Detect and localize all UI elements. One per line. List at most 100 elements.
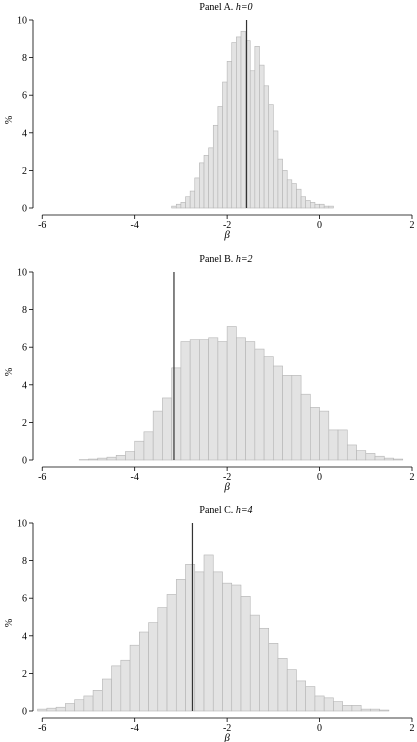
histogram-bar [263,356,274,461]
y-axis-label: % [4,116,15,124]
bars [37,554,390,712]
histogram-bar [305,200,311,209]
histogram-bar [162,397,172,461]
histogram-bar [259,64,265,209]
y-tick-label: 8 [22,53,27,64]
histogram-bar [319,203,325,209]
panel-title: Panel A. h=0 [199,2,252,13]
histogram-bar [379,709,390,712]
y-axis: 0 2 4 6 8 10 [17,16,34,215]
histogram-bar [194,177,200,209]
x-tick-label: 2 [410,723,415,734]
x-tick-label: -2 [223,723,231,734]
histogram-bar [296,188,302,209]
x-axis-label: β [223,732,230,742]
histogram-bar [328,429,339,461]
histogram-bar [37,708,48,712]
histogram-bar [212,124,219,209]
histogram-bar [199,162,205,209]
histogram-bar [171,367,182,461]
histogram-bar [323,697,334,712]
x-axis: -6 -4 -2 0 2 [38,466,415,483]
histogram-bar [152,410,163,461]
histogram-bar [83,695,94,712]
y-tick-label: 10 [17,268,27,279]
x-tick-label: -6 [38,723,46,734]
histogram-bar [273,365,283,461]
histogram-bar [120,659,131,712]
panel-c: Panel C. h=4 0 2 4 6 8 10 -6 -4 -2 0 2 % β [4,505,415,742]
histogram-bar [175,203,182,209]
histogram-bar [356,450,367,461]
histogram-bar [282,375,293,461]
panel-title-prefix: Panel B. [199,254,235,265]
histogram-bar [393,458,404,461]
histogram-bar [106,456,117,461]
histogram-bar [291,183,297,209]
y-tick-label: 0 [22,204,27,215]
histogram-bar [226,326,237,461]
histogram-bar [111,665,122,712]
y-tick-label: 4 [22,380,27,391]
histogram-bar [231,42,237,209]
x-axis: -6 -4 -2 0 2 [38,717,415,734]
histogram-bar [139,631,149,712]
bars [171,30,334,209]
histogram-bar [273,130,279,209]
histogram-bar [245,341,256,461]
histogram-bar [254,46,260,209]
histogram-bar [226,61,233,209]
y-tick-label: 2 [22,166,27,177]
histogram-bar [185,564,196,712]
histogram-bar [268,643,279,712]
x-tick-label: -4 [131,723,139,734]
histogram-bar [310,407,320,461]
panel-title-italic: h=0 [236,2,253,13]
histogram-bar [92,690,103,712]
histogram-bar [249,614,260,712]
y-tick-label: 10 [17,16,27,27]
y-axis-label: % [4,619,15,627]
panel-b: Panel B. h=2 0 2 4 6 8 10 -6 -4 -2 0 2 % β [4,254,415,493]
histogram-bar [180,341,191,461]
histogram-bar [291,375,302,461]
histogram-bar [240,30,246,209]
histogram-bar [259,627,270,712]
histogram-bar [212,571,223,712]
histogram-bar [300,196,306,209]
histogram-bar [222,582,233,712]
y-tick-label: 6 [22,594,27,605]
histogram-bar [263,85,270,209]
bars [78,326,404,461]
histogram-bar [323,205,330,209]
histogram-bar [175,579,186,712]
histogram-bar [166,594,177,712]
x-tick-label: 2 [410,472,415,483]
histogram-bar [282,170,288,209]
x-axis-label: β [223,481,230,493]
histogram-bar [231,584,242,712]
histogram-bar [185,196,191,209]
histogram-bar [360,708,371,712]
histogram-bar [277,658,288,712]
histogram-bar [217,106,223,209]
x-tick-label: -2 [223,472,231,483]
histogram-bar [65,703,75,712]
histogram-bar [254,348,265,461]
histogram-bar [383,457,394,461]
panel-a: Panel A. h=0 0 2 4 6 8 10 -6 -4 -2 0 2 % β [4,2,415,241]
x-axis: -6 -4 -2 0 2 [38,214,415,231]
x-axis-label: β [223,229,230,241]
x-tick-label: 0 [317,220,322,231]
y-axis-label: % [4,368,15,376]
panel-title-italic: h=4 [236,505,253,516]
histogram-bar [300,393,311,461]
histogram-bar [333,701,343,712]
histogram-bar [342,705,353,712]
histogram-bar [370,708,380,712]
x-tick-label: -2 [223,220,231,231]
y-tick-label: 8 [22,556,27,567]
histogram-bar [319,410,330,461]
histogram-bar [314,695,325,712]
